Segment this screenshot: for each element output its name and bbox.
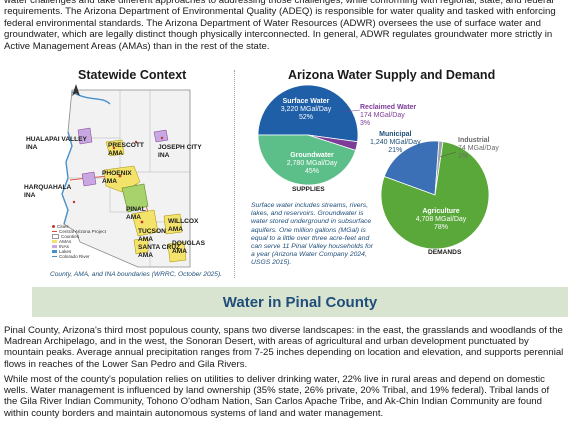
douglas-ama xyxy=(167,241,187,263)
demands-label: DEMANDS xyxy=(428,249,462,256)
panel-divider xyxy=(234,70,235,278)
supplies-slice-groundwater xyxy=(257,134,357,186)
city-dots xyxy=(72,136,164,224)
label-douglas: DOUGLAS AMA xyxy=(172,240,205,255)
legend-inas: INAs xyxy=(52,244,69,249)
groundwater-label: Groundwater 2,780 MGal/Day 45% xyxy=(286,152,338,175)
label-hualapai: HUALAPAI VALLEY INA xyxy=(26,136,87,151)
map-credit: County, AMA, and INA boundaries (WRRC, O… xyxy=(50,271,222,278)
harquahala-ina xyxy=(81,171,97,187)
legend-line-icon xyxy=(52,231,57,233)
arizona-map-graphic xyxy=(61,84,191,268)
section-title: Water in Pinal County xyxy=(222,294,378,311)
reclaimed-leader-line xyxy=(343,109,361,113)
tucson-ama xyxy=(131,209,159,237)
arizona-map: HUALAPAI VALLEY INA PRESCOTT AMA JOSEPH … xyxy=(24,82,220,272)
legend-box-icon xyxy=(52,245,57,249)
industrial-label: Industrial 74 MGal/Day 1% xyxy=(458,137,499,160)
willcox-ama xyxy=(163,213,183,235)
section-band: Water in Pinal County xyxy=(32,287,568,317)
legend-dot-icon xyxy=(52,225,55,229)
municipal-label: Municipal 1,240 MGal/Day 21% xyxy=(370,131,421,154)
label-santacruz: SANTA CRUZ AMA xyxy=(138,244,181,259)
legend-box-icon xyxy=(52,250,57,254)
legend-box-icon xyxy=(52,240,57,244)
legend-box-icon xyxy=(52,234,59,240)
label-joseph: JOSEPH CITY INA xyxy=(158,144,202,159)
hualapai-ina xyxy=(77,127,93,145)
supplies-slice-surface-water xyxy=(257,84,359,143)
demands-slice-municipal xyxy=(383,140,440,196)
pinal-paragraph-2: While most of the county's population re… xyxy=(4,374,550,419)
legend-counties: Counties xyxy=(52,234,79,240)
label-pinal: PINAL AMA xyxy=(126,206,146,221)
agriculture-label: Agriculture 4,708 MGal/Day 78% xyxy=(415,208,467,231)
intro-paragraph: water challenges and take different appr… xyxy=(4,0,556,52)
legend-cap: Central Arizona Project xyxy=(52,229,106,234)
legend-line-icon xyxy=(52,256,57,258)
pinal-ama xyxy=(121,183,149,213)
statewide-title: Statewide Context xyxy=(78,68,187,82)
demands-pie xyxy=(380,140,490,250)
north-arrow-icon xyxy=(72,84,80,96)
surface-water-label: Surface Water 3,220 MGal/Day 52% xyxy=(280,98,332,121)
demands-slice-agriculture xyxy=(380,141,490,250)
label-prescott: PRESCOTT AMA xyxy=(108,142,144,157)
reclaimed-water-label: Reclaimed Water 174 MGal/Day 3% xyxy=(360,104,417,127)
legend-cities: Cities xyxy=(52,224,69,229)
label-tucson: TUCSON AMA xyxy=(138,228,166,243)
supply-title: Arizona Water Supply and Demand xyxy=(288,68,496,82)
joseph-ina xyxy=(153,129,169,143)
label-harquahala: HARQUAHALA INA xyxy=(24,184,72,199)
santacruz-ama xyxy=(133,237,149,255)
pinal-paragraph-1: Pinal County, Arizona's third most popul… xyxy=(4,325,564,370)
label-phoenix: PHOENIX AMA xyxy=(102,170,132,185)
legend-amas: AMAs xyxy=(52,239,71,244)
supply-note: Surface water includes streams, rivers, … xyxy=(251,202,374,267)
supplies-pie xyxy=(257,84,359,186)
legend-colorado: Colorado River xyxy=(52,254,90,259)
label-willcox: WILLCOX AMA xyxy=(168,218,199,233)
supplies-label: SUPPLIES xyxy=(292,186,325,193)
legend-lakes: Lakes xyxy=(52,249,71,254)
industrial-leader-line xyxy=(439,151,457,158)
